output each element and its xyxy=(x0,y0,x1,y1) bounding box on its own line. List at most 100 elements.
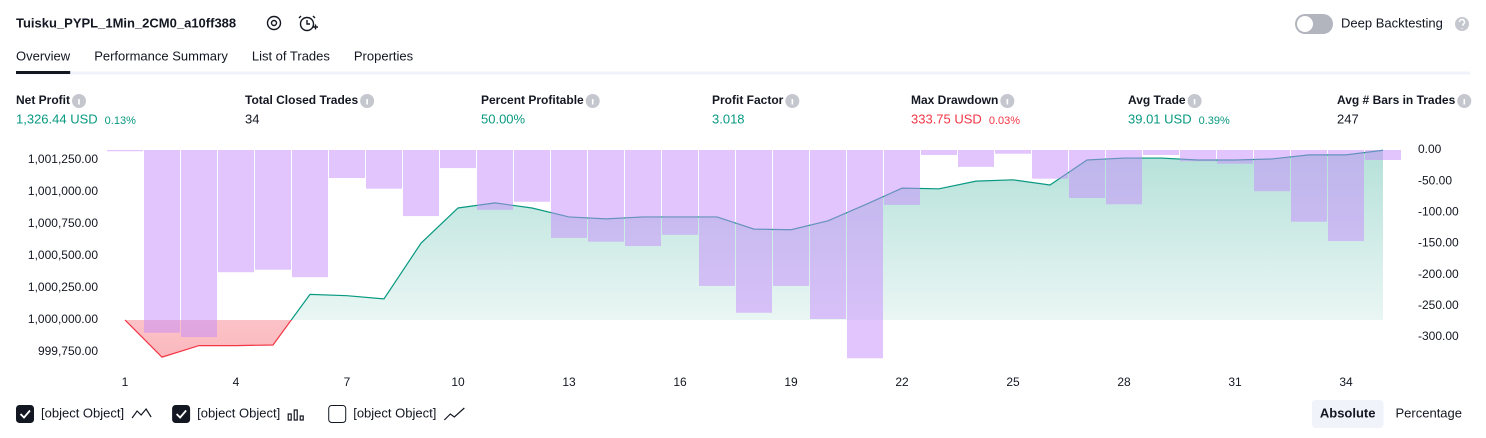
metric-value: 333.75 USD xyxy=(911,111,982,126)
help-icon[interactable] xyxy=(1455,17,1469,31)
tab[interactable]: Performance Summary xyxy=(94,48,228,63)
y-tick-label: 1,000,250.00 xyxy=(28,280,98,294)
drawdown-bar xyxy=(1106,150,1142,205)
drawdown-bar xyxy=(1254,150,1290,192)
metric-label: Total Closed Trades xyxy=(245,93,358,107)
legend-icon xyxy=(287,409,304,421)
x-tick-label: 28 xyxy=(1117,375,1131,389)
y2-tick-label: 0.00 xyxy=(1418,142,1442,156)
x-tick-label: 1 xyxy=(122,375,129,389)
checkbox[interactable] xyxy=(16,405,34,423)
checkbox[interactable] xyxy=(328,405,347,423)
drawdown-bar xyxy=(1032,150,1068,179)
x-tick-label: 25 xyxy=(1006,375,1020,389)
drawdown-bar xyxy=(218,150,254,273)
scale-option[interactable]: Percentage xyxy=(1396,405,1463,420)
x-tick-label: 31 xyxy=(1228,375,1242,389)
metric-label: Avg # Bars in Trades xyxy=(1337,93,1456,107)
drawdown-bar xyxy=(1143,150,1179,155)
scale-option[interactable]: Absolute xyxy=(1320,405,1376,420)
y-tick-label: 1,000,000.00 xyxy=(28,312,98,326)
drawdown-bar xyxy=(1328,150,1364,242)
x-tick-label: 16 xyxy=(673,375,687,389)
y2-tick-label: -250.00 xyxy=(1418,298,1459,312)
active-tab-underline xyxy=(16,71,71,74)
drawdown-bar xyxy=(181,150,217,338)
settings-icon[interactable] xyxy=(266,15,282,31)
y2-tick-label: -300.00 xyxy=(1418,329,1459,343)
info-icon-mark xyxy=(791,99,794,105)
metric-label: Max Drawdown xyxy=(911,93,998,107)
x-tick-label: 10 xyxy=(451,375,465,389)
drawdown-bar xyxy=(144,150,180,333)
metric-label: Avg Trade xyxy=(1128,93,1186,107)
checkmark xyxy=(175,409,187,419)
drawdown-bar xyxy=(1217,150,1253,164)
drawdown-bar xyxy=(107,150,143,152)
drawdown-bar xyxy=(810,150,846,319)
checkbox[interactable] xyxy=(172,405,191,423)
metric-label: Percent Profitable xyxy=(481,93,584,107)
x-tick-label: 4 xyxy=(233,375,240,389)
legend-icon xyxy=(443,407,465,421)
tab[interactable]: List of Trades xyxy=(252,48,331,63)
tab[interactable]: Properties xyxy=(354,48,414,63)
info-icon-mark xyxy=(366,99,368,105)
metric-value: 1,326.44 USD xyxy=(16,111,98,126)
legend-toggle-label[interactable]: [object Object] xyxy=(353,405,436,420)
metric-percent: 0.03% xyxy=(989,115,1020,127)
metric-label: Net Profit xyxy=(16,93,70,107)
tab[interactable]: Overview xyxy=(16,48,71,63)
drawdown-bar xyxy=(958,150,994,167)
checkmark xyxy=(19,409,31,419)
y2-tick-label: -150.00 xyxy=(1418,236,1459,250)
equity-area-negative xyxy=(125,320,1383,358)
drawdown-bar xyxy=(292,150,328,278)
drawdown-bar xyxy=(366,150,402,189)
strategy-title: Tuisku_PYPL_1Min_2CM0_a10ff388 xyxy=(16,15,236,30)
y2-tick-label: -200.00 xyxy=(1418,267,1459,281)
drawdown-bar xyxy=(884,150,920,205)
info-icon-mark xyxy=(1006,99,1009,105)
toggle[interactable] xyxy=(1295,14,1333,34)
drawdown-bar xyxy=(403,150,439,217)
drawdown-bar xyxy=(625,150,661,247)
y-tick-label: 1,001,000.00 xyxy=(28,184,98,198)
y-tick-label: 1,001,250.00 xyxy=(28,152,98,166)
info-icon-mark xyxy=(1463,99,1466,105)
legend-toggle-label[interactable]: [object Object] xyxy=(41,405,124,420)
y-tick-label: 1,000,500.00 xyxy=(28,248,98,262)
drawdown-bar xyxy=(773,150,809,286)
info-icon-mark xyxy=(1193,99,1196,105)
x-tick-label: 22 xyxy=(895,375,909,389)
metric-value: 3.018 xyxy=(712,111,745,126)
y2-tick-label: -50.00 xyxy=(1418,173,1452,187)
metric-value: 50.00% xyxy=(481,111,526,126)
legend-toggle-label[interactable]: [object Object] xyxy=(197,405,280,420)
drawdown-bar xyxy=(1069,150,1105,199)
drawdown-bar xyxy=(514,150,550,202)
drawdown-bar xyxy=(588,150,624,242)
metric-percent: 0.39% xyxy=(1199,115,1230,127)
alert-icon[interactable] xyxy=(298,15,318,32)
drawdown-bar xyxy=(440,150,476,169)
metric-label: Profit Factor xyxy=(712,93,784,107)
metric-value: 34 xyxy=(245,111,259,126)
y-tick-label: 999,750.00 xyxy=(38,344,98,358)
info-icon-mark xyxy=(591,99,594,105)
scale-option-bg xyxy=(1311,400,1384,428)
drawdown-bar xyxy=(662,150,698,235)
legend-icon xyxy=(131,407,152,419)
x-tick-label: 34 xyxy=(1339,375,1353,389)
metric-percent: 0.13% xyxy=(105,115,136,127)
x-tick-label: 19 xyxy=(784,375,798,389)
drawdown-bar xyxy=(921,150,957,155)
drawdown-bar xyxy=(477,150,513,210)
drawdown-bar xyxy=(255,150,291,270)
drawdown-bar xyxy=(847,150,883,359)
drawdown-bar xyxy=(551,150,587,238)
metric-value: 247 xyxy=(1337,111,1359,126)
drawdown-bar xyxy=(1291,150,1327,222)
x-tick-label: 7 xyxy=(344,375,351,389)
